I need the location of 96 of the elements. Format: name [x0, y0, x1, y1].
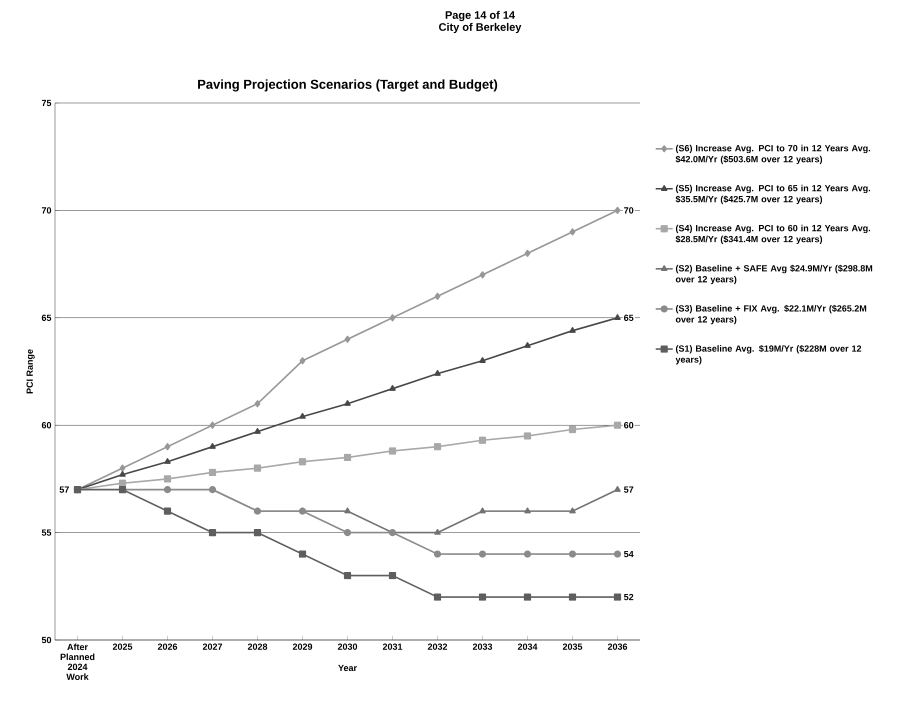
- x-tick-label: After Planned 2024 Work: [60, 644, 94, 680]
- text: Page 14 of 14: [446, 10, 515, 22]
- point: [300, 357, 306, 364]
- point: [209, 443, 216, 449]
- x-tick-label: 2027: [202, 644, 222, 650]
- x-tick-label: 2030: [338, 644, 358, 650]
- x-tick-label: 2029: [292, 644, 312, 650]
- point: [614, 422, 622, 429]
- y-axis-title: PCI Range: [26, 349, 35, 394]
- point: [569, 508, 576, 514]
- legend-label: (S3) Baseline + FIX Avg. $22.1M/Yr ($265.2M over 12 years): [676, 304, 866, 324]
- point: [164, 458, 171, 464]
- point: [344, 528, 352, 536]
- data-label: 52: [624, 594, 634, 600]
- y-tick-label: 65: [42, 314, 52, 321]
- legend-label: (S6) Increase Avg. PCI to 70 in 12 Years Avg. $42.0M/Yr ($503.6M over 12 years): [676, 144, 870, 164]
- data-label: 60: [624, 422, 634, 428]
- point: [568, 550, 576, 558]
- x-tick-label: 2036: [608, 644, 628, 650]
- legend-label: (S1) Baseline Avg. $19M/Yr ($228M over 12 years): [676, 344, 862, 364]
- x-tick-label: 2033: [472, 644, 492, 650]
- point: [388, 572, 396, 580]
- x-tick-label: 2028: [248, 644, 268, 650]
- point: [434, 292, 440, 300]
- point: [524, 593, 532, 601]
- point: [614, 550, 622, 558]
- point: [434, 528, 441, 535]
- point: [390, 314, 396, 322]
- point: [254, 400, 260, 408]
- point: [164, 508, 172, 515]
- point: [570, 228, 576, 236]
- y-tick-label: 70: [42, 207, 52, 214]
- point: [210, 422, 216, 429]
- point: [524, 508, 531, 514]
- point: [119, 471, 126, 477]
- y-tick-label: 50: [42, 636, 52, 644]
- point: [614, 486, 621, 492]
- point: [568, 426, 576, 434]
- point: [434, 550, 442, 558]
- point: [478, 550, 486, 558]
- point: [344, 572, 352, 580]
- chart-title: Paving Projection Scenarios (Target and Budget): [198, 79, 498, 92]
- y-tick-label: 75: [42, 100, 52, 106]
- point: [164, 443, 170, 450]
- point: [344, 336, 350, 343]
- point: [524, 342, 531, 348]
- point: [254, 528, 262, 536]
- point: [298, 458, 306, 466]
- data-label: 70: [624, 207, 634, 214]
- text: City of Berkeley: [439, 22, 522, 34]
- y-tick-label: 55: [42, 529, 52, 536]
- point: [479, 357, 486, 363]
- x-tick-label: 2026: [158, 644, 178, 650]
- point: [569, 327, 576, 333]
- legend-label: (S5) Increase Avg. PCI to 65 in 12 Years Avg. $35.5M/Yr ($425.7M over 12 years): [676, 184, 870, 204]
- x-tick-label: 2031: [382, 644, 402, 650]
- point: [434, 593, 442, 601]
- point: [254, 464, 262, 472]
- point: [344, 400, 351, 406]
- point: [524, 550, 532, 558]
- point: [299, 413, 306, 419]
- point: [120, 464, 126, 472]
- x-tick-label: 2032: [428, 644, 448, 650]
- point: [478, 436, 486, 444]
- x-tick-label: 2035: [562, 644, 582, 650]
- data-label: 65: [624, 314, 634, 321]
- point: [614, 593, 622, 601]
- point: [614, 314, 621, 320]
- point: [164, 475, 172, 482]
- point: [208, 468, 216, 476]
- legend-label: (S4) Increase Avg. PCI to 60 in 12 Years Avg. $28.5M/Yr ($341.4M over 12 years): [676, 224, 870, 244]
- point: [614, 206, 620, 214]
- point: [208, 528, 216, 536]
- point: [568, 593, 576, 601]
- point: [118, 480, 126, 487]
- legend-label: (S2) Baseline + SAFE Avg $24.9M/Yr ($298.8M over 12 years): [676, 264, 872, 284]
- point: [389, 385, 396, 391]
- data-label: 57: [624, 486, 634, 493]
- x-tick-label: 2025: [112, 644, 132, 650]
- x-tick-label: 2034: [518, 644, 538, 650]
- point: [298, 550, 306, 558]
- point: [388, 447, 396, 455]
- x-axis-title: Year: [338, 664, 357, 672]
- data-label: 57: [60, 486, 69, 493]
- point: [478, 593, 486, 601]
- point: [344, 508, 351, 514]
- point: [254, 428, 261, 434]
- y-tick-label: 60: [42, 422, 52, 428]
- data-label: 54: [624, 550, 634, 558]
- point: [344, 454, 352, 462]
- point: [480, 271, 486, 278]
- point: [524, 250, 530, 257]
- point: [479, 508, 486, 514]
- point: [524, 432, 532, 440]
- point: [434, 443, 442, 450]
- point: [434, 370, 441, 376]
